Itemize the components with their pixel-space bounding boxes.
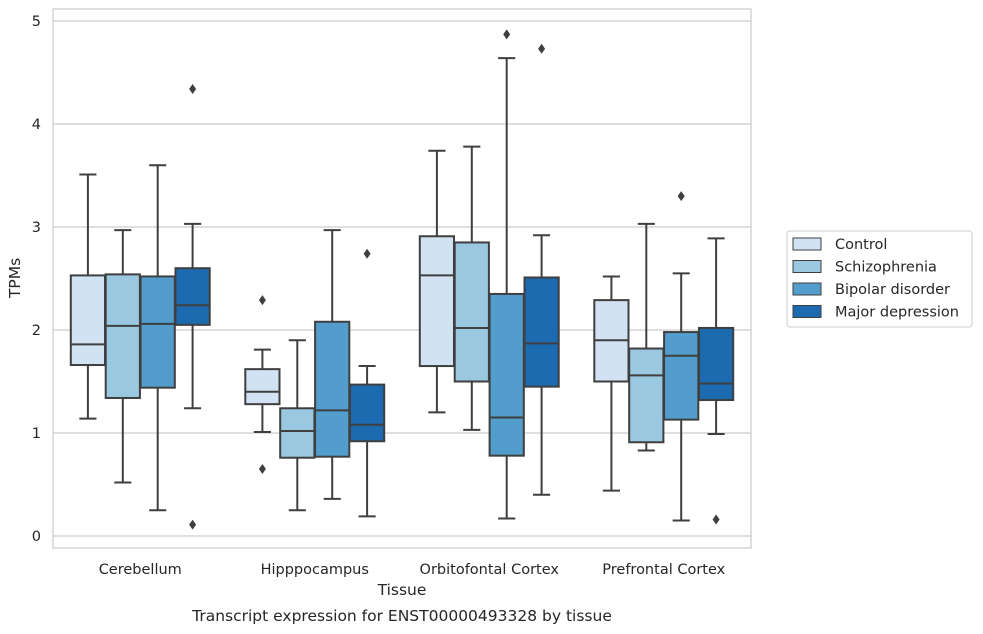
figure-caption: Transcript expression for ENST0000049332…	[191, 607, 612, 625]
y-tick-label: 0	[32, 529, 41, 545]
iqr-box	[523, 276, 560, 388]
outlier-point	[503, 29, 511, 40]
outlier-point	[363, 248, 371, 259]
box-cerebellum-bipolar-disorder	[139, 164, 176, 512]
iqr-box	[104, 273, 141, 399]
iqr-box	[348, 383, 386, 443]
box-cerebellum-schizophrenia	[104, 229, 141, 484]
box-orbitofontal-cortex-bipolar-disorder	[488, 29, 525, 520]
outlier-point	[538, 43, 546, 54]
y-tick-labels: 0 1 2 3 4 5	[32, 14, 41, 545]
legend: Control Schizophrenia Bipolar disorder Majo…	[786, 230, 973, 328]
outlier-point	[258, 464, 266, 475]
iqr-box	[663, 331, 700, 421]
box-orbitofontal-cortex-major-depression	[523, 43, 560, 496]
iqr-box	[697, 326, 735, 402]
box-orbitofontal-cortex-control	[418, 149, 456, 414]
box-hipppocampus-control	[244, 295, 281, 475]
x-tick-label: Orbitofontal Cortex	[420, 562, 560, 578]
legend-swatch-control	[792, 237, 822, 251]
iqr-box	[488, 292, 525, 457]
outlier-point	[189, 519, 197, 530]
y-tick-label: 1	[32, 426, 41, 442]
plot-frame	[52, 8, 752, 549]
x-tick-label: Hipppocampus	[261, 562, 369, 578]
box-prefrontal-cortex-schizophrenia	[628, 222, 665, 452]
iqr-box	[453, 241, 490, 383]
outlier-point	[712, 514, 720, 525]
box-prefrontal-cortex-bipolar-disorder	[663, 191, 700, 522]
legend-label: Bipolar disorder	[835, 282, 950, 298]
box-hipppocampus-major-depression	[348, 248, 386, 518]
iqr-box	[69, 274, 107, 367]
legend-frame	[786, 230, 973, 328]
y-tick-label: 2	[32, 323, 41, 339]
legend-label: Control	[835, 237, 887, 253]
iqr-box	[279, 407, 316, 459]
box-hipppocampus-schizophrenia	[279, 339, 316, 512]
y-axis-title: TPMs	[6, 258, 24, 299]
x-tick-label: Prefrontal Cortex	[602, 562, 725, 578]
legend-swatch-schizophrenia	[792, 260, 822, 273]
iqr-box	[418, 235, 456, 368]
y-tick-label: 3	[32, 220, 41, 236]
x-tick-label: Cerebellum	[99, 562, 182, 578]
box-hipppocampus-bipolar-disorder	[314, 229, 351, 500]
iqr-box	[314, 320, 351, 458]
outlier-point	[189, 83, 197, 94]
iqr-box	[244, 368, 281, 406]
boxes	[69, 29, 735, 530]
legend-label: Schizophrenia	[835, 260, 937, 276]
x-axis-title: Tissue	[377, 581, 427, 599]
y-tick-label: 4	[32, 117, 41, 133]
y-tick-label: 5	[32, 14, 41, 30]
legend-swatch-bipolar-disorder	[792, 282, 822, 296]
box-prefrontal-cortex-major-depression	[697, 237, 735, 525]
x-tick-labels: Cerebellum Hipppocampus Orbitofontal Corte…	[99, 562, 726, 578]
box-prefrontal-cortex-control	[593, 275, 630, 492]
iqr-box	[139, 275, 176, 389]
box-cerebellum-major-depression	[174, 83, 211, 530]
legend-label: Major depression	[835, 305, 959, 321]
iqr-box	[628, 347, 665, 444]
legend-swatch-major-depression	[792, 305, 822, 318]
iqr-box	[174, 267, 211, 326]
outlier-point	[258, 295, 266, 306]
outlier-point	[677, 191, 685, 202]
box-orbitofontal-cortex-schizophrenia	[453, 145, 490, 431]
box-cerebellum-control	[69, 173, 107, 420]
